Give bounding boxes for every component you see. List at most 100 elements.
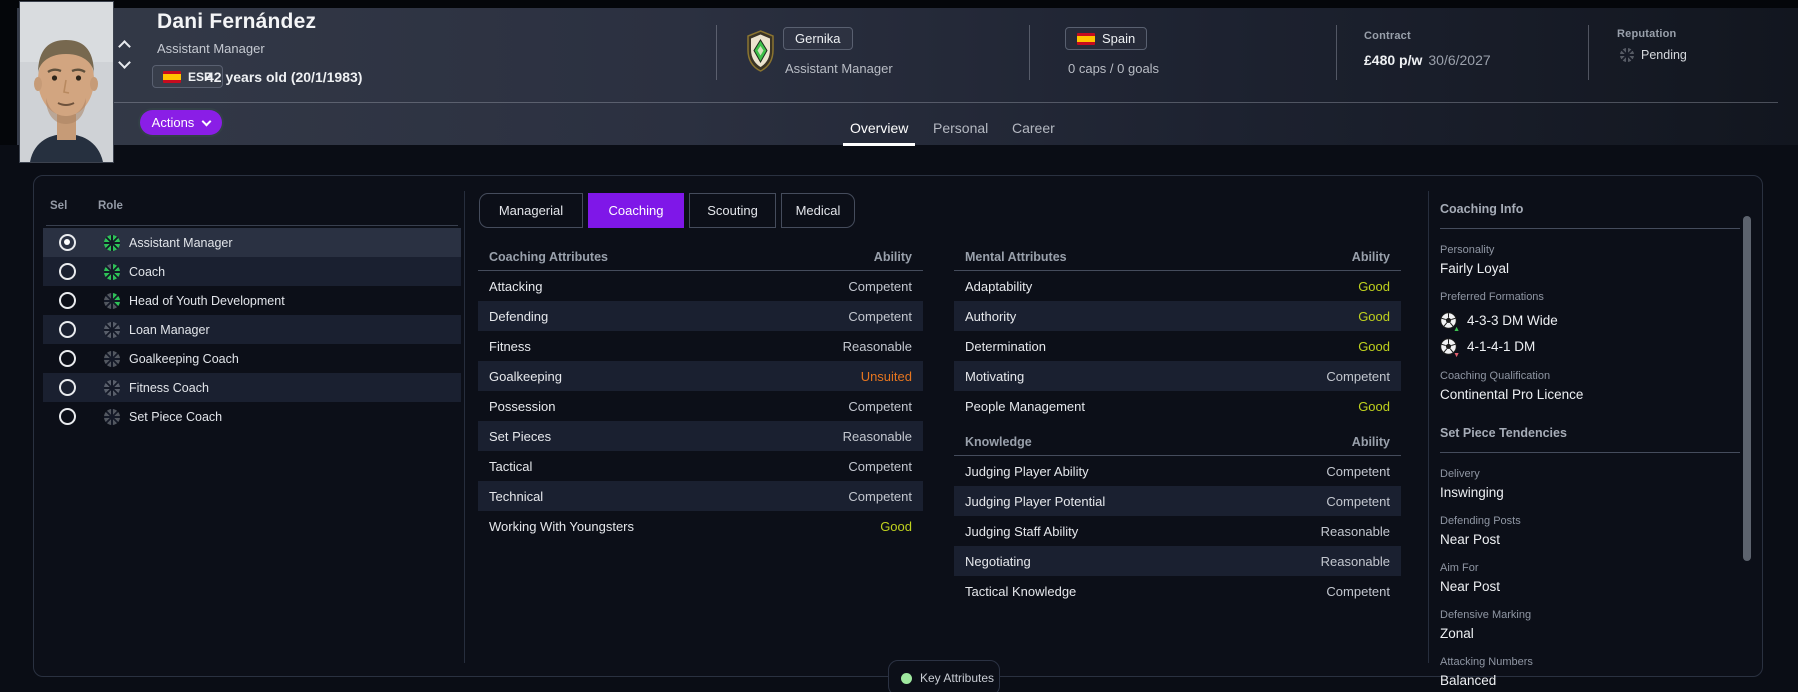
header-section-divider (1588, 25, 1589, 80)
tab-personal[interactable]: Personal (933, 120, 989, 136)
attribute-label: Tactical Knowledge (965, 583, 1077, 599)
club-button[interactable]: Gernika (783, 27, 853, 50)
attribute-label: Authority (965, 308, 1017, 324)
role-row-loan-manager[interactable]: Loan Manager (43, 315, 461, 344)
staff-navigator (118, 36, 134, 76)
nationality-code: ESP (188, 69, 213, 84)
table-row: Negotiating Reasonable (954, 546, 1401, 576)
tendency-value: Zonal (1440, 626, 1474, 641)
attribute-label: Fitness (489, 338, 531, 354)
role-label: Coach (129, 264, 166, 279)
attribute-value: Reasonable (1320, 553, 1390, 569)
table-body: Judging Player Ability Competent Judging … (954, 456, 1401, 606)
attribute-value: Reasonable (842, 428, 912, 444)
attribute-label: Technical (489, 488, 544, 504)
table-row: Adaptability Good (954, 271, 1401, 301)
ability-column-header: Ability (1351, 435, 1390, 449)
club-crest-icon[interactable] (747, 30, 774, 77)
page-title: Dani Fernández (157, 10, 317, 33)
attribute-value: Unsuited (860, 368, 912, 384)
role-row-fitness-coach[interactable]: Fitness Coach (43, 373, 461, 402)
personality-label: Personality (1440, 244, 1495, 256)
tendency-value: Balanced (1440, 673, 1497, 688)
table-title: Knowledge (965, 435, 1032, 449)
role-label: Goalkeeping Coach (129, 351, 239, 366)
next-staff-chevron-icon[interactable] (118, 56, 131, 69)
trend-up-icon (1453, 326, 1460, 333)
actions-button[interactable]: Actions (138, 108, 224, 137)
previous-staff-chevron-icon[interactable] (118, 40, 131, 53)
preferred-formations-label: Preferred Formations (1440, 291, 1544, 303)
table-body: Attacking Competent Defending Competent Fi… (478, 271, 923, 541)
table-row: Working With Youngsters Good (478, 511, 923, 541)
reputation-value: Pending (1641, 48, 1687, 62)
attribute-value: Competent (848, 488, 912, 504)
formation-name: 4-3-3 DM Wide (1467, 313, 1558, 328)
attribute-value: Competent (848, 308, 912, 324)
panel-divider (464, 191, 465, 663)
role-row-head-of-youth-development[interactable]: Head of Youth Development (43, 286, 461, 315)
attribute-value: Good (880, 518, 912, 534)
tab-medical[interactable]: Medical (781, 193, 855, 228)
tab-career[interactable]: Career (1012, 120, 1055, 136)
sidebar-scrollbar[interactable] (1743, 216, 1751, 561)
role-row-set-piece-coach[interactable]: Set Piece Coach (43, 402, 461, 431)
radio-button[interactable] (59, 234, 76, 251)
nation-button[interactable]: Spain (1065, 27, 1148, 50)
role-row-goalkeeping-coach[interactable]: Goalkeeping Coach (43, 344, 461, 373)
role-ability-pie-icon (104, 321, 120, 338)
tendency-label: Attacking Numbers (1440, 656, 1533, 668)
panel-divider (1428, 191, 1429, 663)
roles-col-role: Role (98, 200, 123, 212)
attribute-label: Determination (965, 338, 1046, 354)
attribute-value: Reasonable (842, 338, 912, 354)
role-ability-pie-icon (104, 234, 120, 251)
role-row-coach[interactable]: Coach (43, 257, 461, 286)
tab-coaching[interactable]: Coaching (588, 193, 684, 228)
role-label: Head of Youth Development (129, 293, 285, 308)
radio-button[interactable] (59, 263, 76, 280)
tendency-value: Inswinging (1440, 485, 1504, 500)
role-label: Fitness Coach (129, 380, 209, 395)
attribute-value: Good (1358, 278, 1390, 294)
coaching-qualification-label: Coaching Qualification (1440, 370, 1551, 382)
tab-scouting[interactable]: Scouting (689, 193, 776, 228)
role-ability-pie-icon (104, 350, 120, 367)
radio-button[interactable] (59, 408, 76, 425)
table-row: People Management Good (954, 391, 1401, 421)
attribute-value: Good (1358, 308, 1390, 324)
radio-button[interactable] (59, 292, 76, 309)
role-label: Set Piece Coach (129, 409, 223, 424)
personality-value: Fairly Loyal (1440, 261, 1510, 276)
role-row-assistant-manager[interactable]: Assistant Manager (43, 228, 461, 257)
formation-item: 4-1-4-1 DM (1440, 338, 1740, 355)
radio-button[interactable] (59, 321, 76, 338)
header-section-divider (1029, 25, 1030, 80)
roles-header-divider (46, 225, 458, 226)
tab-managerial[interactable]: Managerial (479, 193, 583, 228)
table-row: Tactical Competent (478, 451, 923, 481)
attribute-label: Defending (489, 308, 549, 324)
knowledge-table: Knowledge Ability Judging Player Ability… (954, 431, 1401, 606)
staff-category-tabs: Managerial Coaching Scouting Medical (479, 193, 855, 228)
attribute-value: Competent (848, 278, 912, 294)
table-title: Coaching Attributes (489, 250, 608, 264)
attribute-value: Competent (1326, 493, 1390, 509)
radio-button[interactable] (59, 379, 76, 396)
coaching-info-sidebar: Coaching Info Personality Fairly Loyal P… (1440, 194, 1740, 688)
role-label: Assistant Manager (129, 235, 233, 250)
tab-overview[interactable]: Overview (842, 120, 916, 146)
attribute-value: Competent (848, 398, 912, 414)
attribute-label: Motivating (965, 368, 1025, 384)
table-header-divider (478, 270, 923, 271)
table-row: Determination Good (954, 331, 1401, 361)
radio-button[interactable] (59, 350, 76, 367)
attribute-label: Working With Youngsters (489, 518, 634, 534)
tendency-label: Delivery (1440, 468, 1480, 480)
attribute-value: Good (1358, 338, 1390, 354)
set-piece-tendencies-title: Set Piece Tendencies (1440, 426, 1740, 453)
header-section-divider (716, 25, 717, 80)
tendency-label: Aim For (1440, 562, 1479, 574)
staff-portrait (20, 2, 113, 162)
attribute-label: Judging Player Ability (965, 463, 1089, 479)
